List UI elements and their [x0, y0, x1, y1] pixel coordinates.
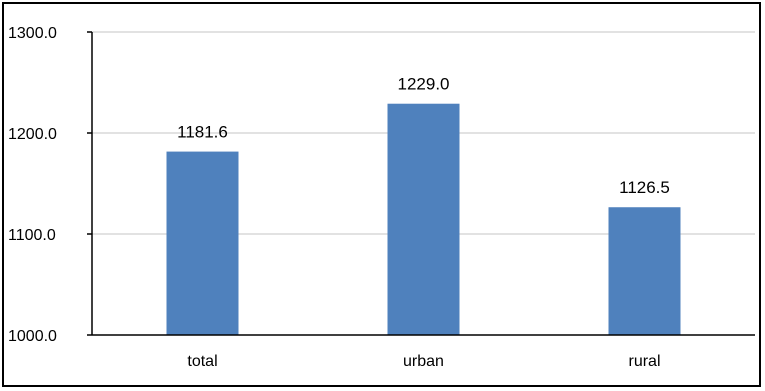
data-label-urban: 1229.0	[398, 75, 450, 94]
y-tick-label: 1000.0	[8, 328, 57, 345]
y-tick-label: 1300.0	[8, 25, 57, 42]
bar-urban	[387, 103, 460, 336]
data-label-total: 1181.6	[177, 123, 228, 142]
data-label-rural: 1126.5	[619, 178, 670, 197]
bars	[166, 103, 681, 336]
bar-rural	[608, 207, 681, 335]
axes	[87, 31, 755, 336]
x-tick-label-urban: urban	[403, 353, 444, 370]
x-tick-label-total: total	[187, 353, 217, 370]
y-tick-label: 1100.0	[8, 227, 56, 244]
x-tick-label-rural: rural	[628, 353, 660, 370]
labels: 1000.0 1100.0 1200.0 1300.0 1181.6 total 1229.…	[8, 25, 670, 370]
y-tick-label: 1200.0	[8, 126, 57, 143]
bar-total	[166, 151, 239, 335]
